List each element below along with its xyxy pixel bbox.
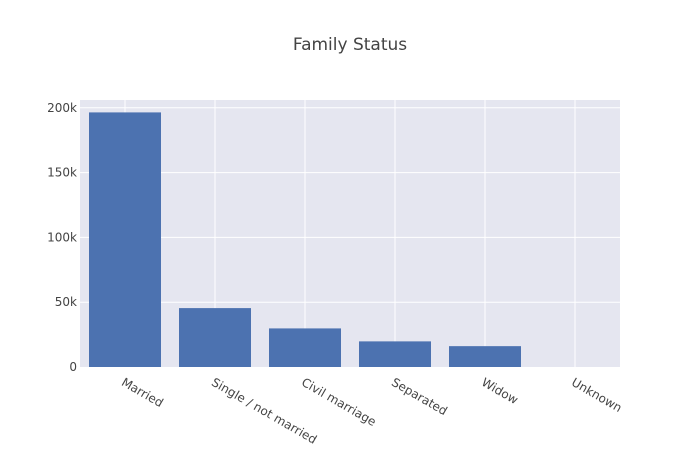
bar-single-not-married [179,308,251,367]
y-tick-label: 200k [47,101,77,115]
bar-widow [449,346,521,367]
x-tick-label: Civil marriage [299,375,378,429]
plot-background [80,100,620,367]
x-tick-label: Widow [479,375,521,407]
y-tick-label: 150k [47,166,77,180]
bar-civil-marriage [269,328,341,367]
x-tick-label: Married [119,375,166,410]
y-tick-label: 0 [69,360,77,374]
bar-separated [359,341,431,367]
x-tick-label: Unknown [569,375,624,415]
bars [89,112,611,367]
x-tick-label: Separated [389,375,450,418]
y-tick-label: 100k [47,230,77,244]
y-axis-ticks: 0 50k 100k 150k 200k [47,101,77,374]
bar-married [89,112,161,367]
chart-title: Family Status [293,35,407,55]
grid-lines [80,100,620,367]
y-tick-label: 50k [55,295,77,309]
